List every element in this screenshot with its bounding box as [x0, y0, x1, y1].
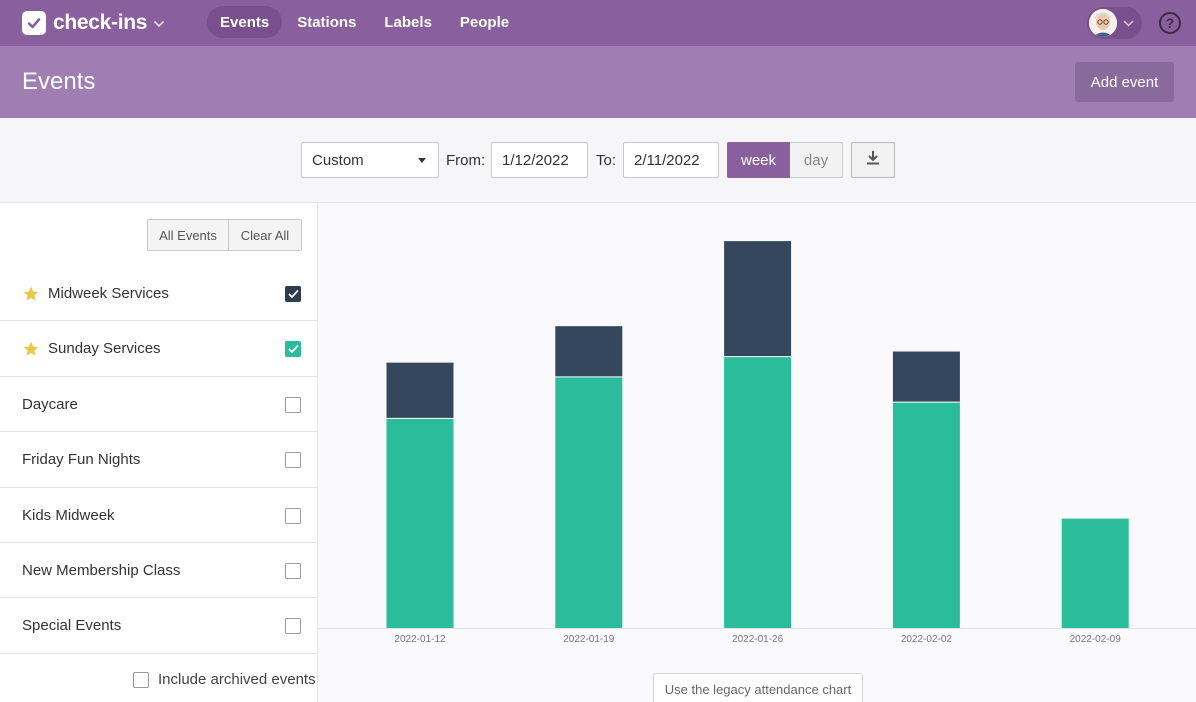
week-button[interactable]: week [727, 142, 790, 178]
legacy-chart-button[interactable]: Use the legacy attendance chart [653, 673, 863, 702]
download-button[interactable] [851, 142, 895, 178]
page-header: Events Add event [0, 46, 1196, 118]
event-checkbox[interactable] [285, 452, 301, 469]
list-item[interactable]: New Membership Class [0, 543, 317, 599]
include-archived-label: Include archived events [158, 671, 316, 688]
list-item[interactable]: Kids Midweek [0, 488, 317, 543]
star-icon [22, 340, 40, 358]
x-tick-label: 2022-01-12 [394, 634, 446, 645]
event-sidebar: All Events Clear All Midweek Services Su… [0, 203, 318, 702]
nav-labels[interactable]: Labels [384, 13, 432, 31]
app-name: check-ins [53, 11, 148, 34]
app-switcher[interactable]: check-ins [22, 10, 165, 36]
filter-bar: Custom From: 1/12/2022 To: 2/11/2022 wee… [0, 118, 1196, 203]
date-range-select[interactable]: Custom [301, 142, 439, 178]
chevron-down-icon [153, 15, 165, 33]
main-nav: Events Stations Labels People [207, 6, 524, 38]
nav-stations[interactable]: Stations [297, 13, 357, 31]
event-checkbox[interactable] [285, 286, 301, 302]
event-name: Midweek Services [48, 285, 169, 302]
top-nav: check-ins Events Stations Labels People … [0, 0, 1196, 46]
event-name: Friday Fun Nights [22, 451, 141, 469]
date-range-value: Custom [312, 151, 364, 169]
bar-midweek-2022-01-12[interactable] [386, 362, 454, 419]
list-item[interactable]: Sunday Services [0, 321, 317, 377]
check-logo-icon [22, 11, 46, 35]
bar-sunday-2022-02-02[interactable] [892, 402, 960, 628]
bar-sunday-2022-01-19[interactable] [555, 376, 623, 628]
clear-all-button[interactable]: Clear All [229, 219, 302, 251]
event-name: Kids Midweek [22, 506, 115, 524]
page-title: Events [22, 68, 96, 95]
bar-sunday-2022-01-12[interactable] [386, 418, 454, 628]
attendance-chart: 2022-01-12 2022-01-19 2022-01-26 2022-02-02… [318, 203, 1196, 702]
user-menu[interactable] [1087, 7, 1142, 39]
from-date-input[interactable]: 1/12/2022 [491, 142, 588, 178]
download-icon [866, 150, 880, 170]
event-name: New Membership Class [22, 561, 181, 579]
list-item[interactable]: Daycare [0, 377, 317, 433]
star-icon [22, 285, 40, 303]
bar-midweek-2022-01-26[interactable] [724, 241, 792, 357]
all-events-button[interactable]: All Events [147, 219, 229, 251]
avatar [1089, 9, 1117, 37]
bar-midweek-2022-01-19[interactable] [555, 326, 623, 377]
selection-buttons: All Events Clear All [147, 219, 302, 251]
list-item[interactable]: Friday Fun Nights [0, 432, 317, 488]
event-name: Special Events [22, 617, 122, 635]
add-event-button[interactable]: Add event [1075, 62, 1174, 102]
event-list: Midweek Services Sunday Services Daycare… [0, 266, 317, 654]
list-item[interactable]: Midweek Services [0, 266, 317, 322]
to-label: To: [596, 152, 617, 169]
x-tick-label: 2022-01-26 [732, 634, 784, 645]
bar-sunday-2022-01-26[interactable] [724, 356, 792, 628]
nav-people[interactable]: People [459, 13, 510, 31]
event-checkbox[interactable] [285, 341, 301, 358]
event-name: Daycare [22, 395, 78, 413]
bar-sunday-2022-02-09[interactable] [1061, 518, 1129, 628]
event-checkbox[interactable] [285, 618, 301, 635]
include-archived-toggle[interactable]: Include archived events [124, 671, 316, 688]
x-tick-label: 2022-01-19 [563, 634, 615, 645]
bar-midweek-2022-02-02[interactable] [892, 351, 960, 403]
to-date-input[interactable]: 2/11/2022 [623, 142, 719, 178]
list-item[interactable]: Special Events [0, 598, 317, 654]
event-checkbox[interactable] [285, 396, 301, 413]
event-checkbox[interactable] [285, 507, 301, 524]
include-archived-checkbox[interactable] [133, 671, 149, 688]
nav-events[interactable]: Events [207, 6, 283, 38]
chevron-down-icon [1123, 14, 1134, 32]
event-checkbox[interactable] [285, 562, 301, 579]
event-name: Sunday Services [48, 340, 161, 358]
attendance-chart-svg: 2022-01-12 2022-01-19 2022-01-26 2022-02-02… [318, 241, 1196, 645]
caret-down-icon [418, 158, 426, 163]
x-tick-label: 2022-02-09 [1070, 634, 1122, 645]
from-label: From: [446, 152, 486, 169]
interval-toggle: week day [727, 142, 843, 178]
x-tick-label: 2022-02-02 [901, 634, 953, 645]
help-icon[interactable]: ? [1159, 12, 1181, 34]
day-button[interactable]: day [790, 142, 843, 178]
